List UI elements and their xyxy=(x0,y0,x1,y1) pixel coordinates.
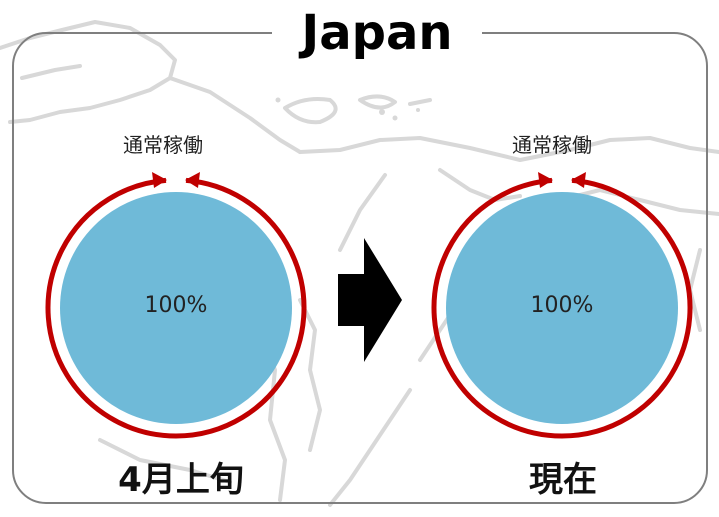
page-title: Japan xyxy=(272,2,482,64)
cycle-ring-left xyxy=(45,172,307,439)
pie-chart-right xyxy=(446,192,678,424)
period-label-right: 現在 xyxy=(529,460,597,500)
pie-value-left: 100% xyxy=(144,293,208,318)
cycle-ring-right xyxy=(431,172,693,439)
status-label-left: 通常稼働 xyxy=(123,133,203,157)
arrow-right-icon xyxy=(338,238,402,362)
status-label-right: 通常稼働 xyxy=(512,133,592,157)
period-label-left: 4月上旬 xyxy=(118,460,244,500)
pie-value-right: 100% xyxy=(530,293,594,318)
pie-chart-left xyxy=(60,192,292,424)
